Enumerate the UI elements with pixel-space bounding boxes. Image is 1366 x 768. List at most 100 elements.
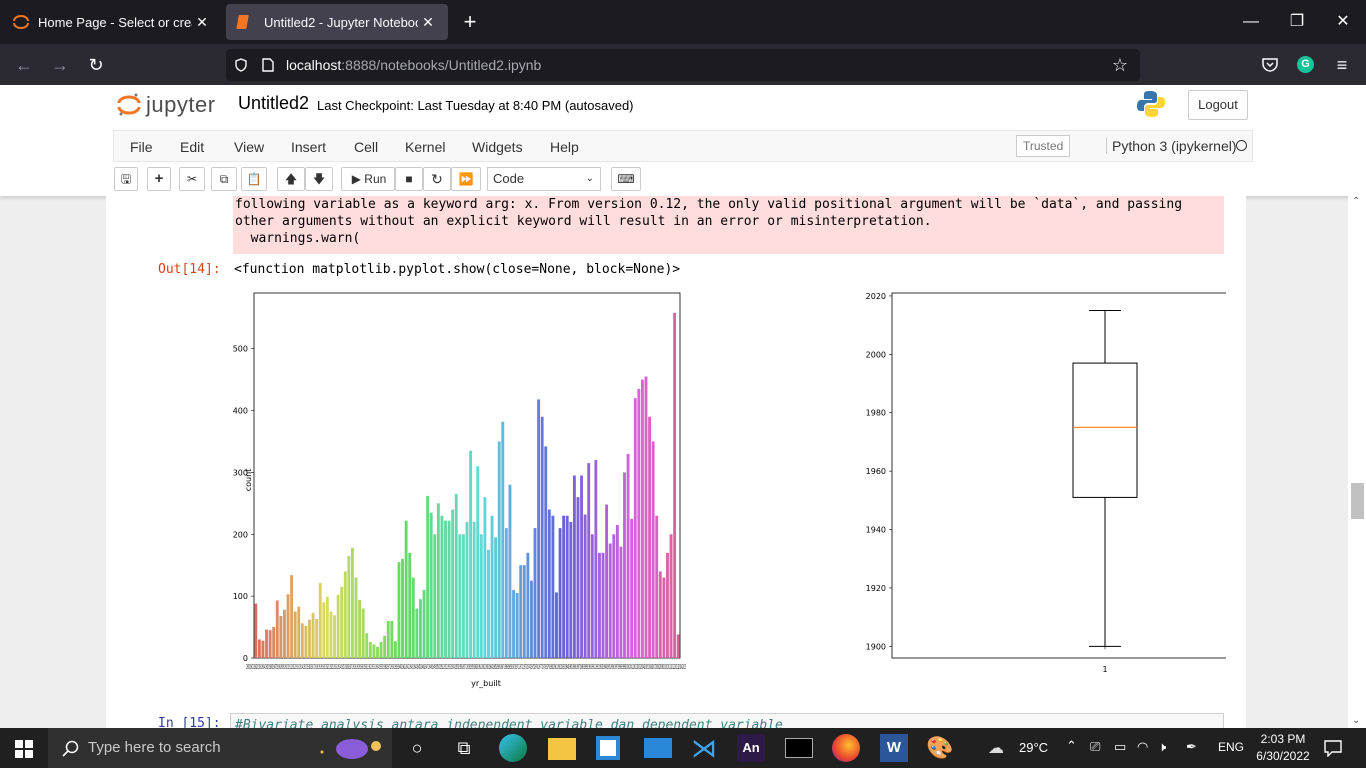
output-text: <function matplotlib.pyplot.show(close=N…: [234, 262, 681, 277]
menu-kernel[interactable]: Kernel: [405, 139, 446, 155]
taskbar-clock[interactable]: 2:03 PM 6/30/2022: [1248, 731, 1318, 765]
bar: [340, 586, 344, 658]
scroll-up-icon[interactable]: ⌃: [1352, 196, 1361, 207]
chevron-up-icon[interactable]: ⌃: [1066, 738, 1077, 753]
weather-temp[interactable]: 29°C: [1019, 740, 1049, 755]
word-icon[interactable]: W: [880, 734, 908, 762]
save-icon[interactable]: 🖫: [114, 167, 138, 191]
shield-icon[interactable]: [234, 58, 248, 72]
clock-date: 6/30/2022: [1256, 749, 1310, 763]
jupyter-header: jupyter Untitled2 Last Checkpoint: Last …: [0, 85, 1366, 196]
close-tab-icon[interactable]: ✕: [422, 13, 434, 30]
bar: [268, 630, 272, 658]
menu-widgets[interactable]: Widgets: [472, 139, 523, 155]
mail-icon[interactable]: [644, 738, 672, 758]
bar: [343, 571, 347, 658]
wifi-icon[interactable]: ◠: [1137, 739, 1149, 754]
volume-icon[interactable]: 🕨: [1158, 739, 1167, 754]
menu-insert[interactable]: Insert: [291, 139, 327, 155]
taskbar-search[interactable]: Type here to search: [48, 728, 392, 768]
notification-icon[interactable]: [1324, 739, 1342, 757]
copy-icon[interactable]: ⧉: [211, 167, 237, 191]
page-icon[interactable]: [262, 58, 274, 72]
back-arrow-icon[interactable]: ←: [15, 55, 33, 75]
minimize-icon[interactable]: —: [1243, 13, 1259, 30]
menu-edit[interactable]: Edit: [180, 139, 205, 155]
restart-run-all-icon[interactable]: ⏩: [451, 167, 481, 191]
bar: [315, 619, 319, 658]
bar: [601, 552, 605, 658]
pen-icon[interactable]: ✒: [1186, 739, 1197, 754]
bar: [583, 514, 587, 658]
terminal-icon[interactable]: [785, 738, 813, 758]
menu-hamburger-icon[interactable]: ≡: [1336, 55, 1348, 75]
reload-icon[interactable]: ↻: [88, 55, 104, 75]
weather-cloud-icon[interactable]: ☁: [988, 740, 1004, 757]
windows-start-icon[interactable]: [15, 740, 33, 758]
file-explorer-icon[interactable]: [548, 738, 576, 760]
menu-cell[interactable]: Cell: [354, 139, 379, 155]
bar: [472, 521, 476, 658]
scrollbar-thumb[interactable]: [1351, 483, 1364, 519]
logout-button[interactable]: Logout: [1188, 90, 1248, 120]
code-cell-input[interactable]: #Bivariate analysis antara independent v…: [230, 713, 1224, 728]
bar: [490, 515, 494, 658]
interrupt-icon[interactable]: ■: [395, 167, 423, 191]
page-scrollbar[interactable]: ⌃ ⌄: [1348, 196, 1366, 728]
keyboard-icon[interactable]: ⌨: [611, 167, 641, 191]
move-down-icon[interactable]: 🡇: [305, 167, 333, 191]
stderr-output: following variable as a keyword arg: x. …: [233, 196, 1224, 254]
restart-icon[interactable]: ↻: [423, 167, 451, 191]
grammarly-icon[interactable]: G: [1297, 56, 1314, 73]
restore-icon[interactable]: ❐: [1289, 13, 1305, 30]
bar: [487, 549, 490, 658]
menu-help[interactable]: Help: [550, 139, 579, 155]
language-indicator[interactable]: ENG: [1218, 740, 1245, 754]
system-tray: ☁ 29°C ⌃ ⎚ ▭ ◠ 🕨 ✒ ENG: [986, 728, 1246, 768]
close-window-icon[interactable]: ✕: [1336, 13, 1350, 30]
menu-file[interactable]: File: [130, 139, 153, 155]
edge-icon[interactable]: [499, 734, 527, 762]
bar: [272, 627, 276, 658]
bar: [304, 625, 308, 658]
bar: [354, 577, 358, 658]
onedrive-icon[interactable]: ⎚: [1090, 739, 1101, 754]
task-view-icon[interactable]: ⧉: [457, 738, 471, 758]
firefox-icon[interactable]: [832, 734, 860, 762]
tab-home-page[interactable]: Home Page - Select or create a ✕: [2, 4, 222, 40]
insert-cell-icon[interactable]: +: [147, 167, 171, 191]
menu-view[interactable]: View: [234, 139, 265, 155]
bar: [415, 608, 419, 658]
anaconda-navigator-icon[interactable]: An: [737, 734, 765, 762]
close-tab-icon[interactable]: ✕: [196, 13, 208, 30]
forward-arrow-icon[interactable]: →: [51, 55, 69, 75]
jupyter-logo-text: jupyter: [146, 92, 216, 117]
move-up-icon[interactable]: 🡅: [277, 167, 305, 191]
search-highlight-icon: [320, 739, 381, 759]
cortana-icon[interactable]: ○: [411, 738, 423, 758]
bar: [447, 520, 451, 658]
bar: [526, 552, 530, 658]
battery-icon[interactable]: ▭: [1114, 739, 1127, 754]
scroll-down-icon[interactable]: ⌄: [1352, 715, 1361, 726]
kernel-name[interactable]: Python 3 (ipykernel): [1106, 138, 1237, 154]
iqr-box: [1072, 362, 1138, 498]
bar: [673, 312, 677, 658]
notebook-name[interactable]: Untitled2: [238, 93, 310, 113]
url-bar[interactable]: localhost:8888/notebooks/Untitled2.ipynb…: [226, 49, 1140, 81]
vscode-icon[interactable]: ⋊: [691, 733, 717, 763]
store-icon[interactable]: [596, 736, 620, 760]
paste-icon[interactable]: 📋: [241, 167, 267, 191]
bar: [572, 475, 576, 658]
paint-icon[interactable]: 🎨: [926, 735, 954, 760]
pocket-icon[interactable]: [1261, 57, 1279, 73]
tab-untitled2[interactable]: Untitled2 - Jupyter Notebook ✕: [226, 4, 448, 40]
run-button[interactable]: ▶ Run: [341, 167, 395, 191]
trusted-indicator[interactable]: Trusted: [1016, 135, 1071, 157]
new-tab-button[interactable]: +: [463, 9, 477, 34]
bookmark-star-icon[interactable]: ☆: [1111, 55, 1128, 75]
jupyter-logo[interactable]: jupyter: [116, 91, 216, 119]
cell-type-select[interactable]: Code ⌄: [487, 167, 601, 191]
bar: [401, 559, 404, 658]
cut-icon[interactable]: ✂: [179, 167, 205, 191]
